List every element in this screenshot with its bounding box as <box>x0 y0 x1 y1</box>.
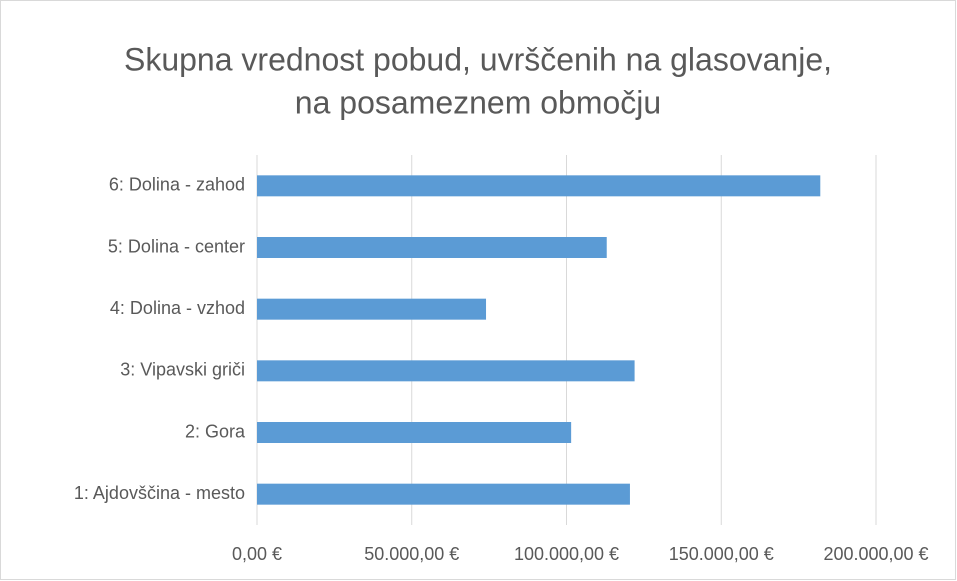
bar <box>257 422 572 443</box>
bar <box>257 175 821 197</box>
y-tick-label: 3: Vipavski griči <box>120 360 245 380</box>
x-tick-label: 200.000,00 € <box>823 544 928 564</box>
y-tick-label: 5: Dolina - center <box>108 236 245 256</box>
y-tick-label: 4: Dolina - vzhod <box>110 298 245 318</box>
x-tick-label: 0,00 € <box>232 544 282 564</box>
x-tick-label: 50.000,00 € <box>364 544 459 564</box>
bar <box>257 237 607 258</box>
bar <box>257 360 635 382</box>
x-tick-label: 150.000,00 € <box>669 544 774 564</box>
y-tick-label: 6: Dolina - zahod <box>109 175 245 195</box>
y-tick-label: 2: Gora <box>185 421 246 441</box>
bar <box>257 298 487 320</box>
y-tick-label: 1: Ajdovščina - mesto <box>74 483 245 503</box>
bar <box>257 483 630 505</box>
chart-title: na posameznem območju <box>295 84 661 120</box>
x-tick-label: 100.000,00 € <box>514 544 619 564</box>
chart-title: Skupna vrednost pobud, uvrščenih na glas… <box>124 41 832 77</box>
